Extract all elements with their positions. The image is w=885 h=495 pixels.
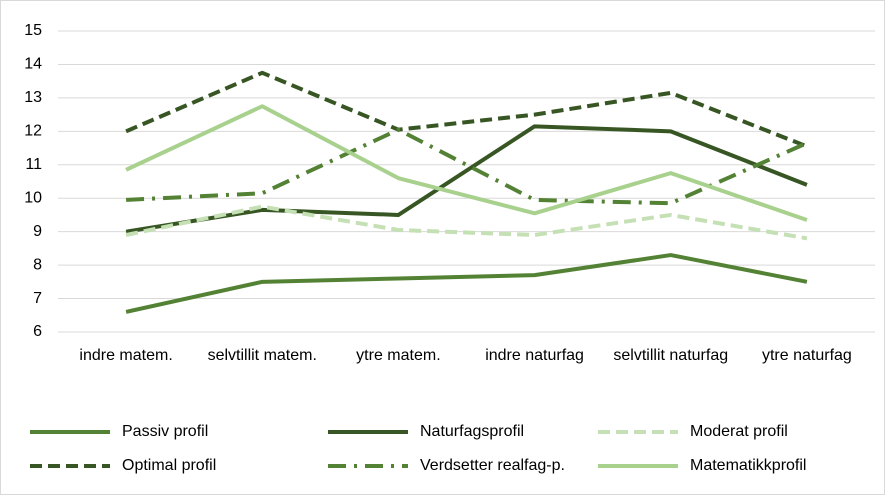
y-tick-label: 12 — [24, 123, 42, 140]
x-tick-label: indre matem. — [79, 347, 173, 364]
x-tick-label: ytre naturfag — [761, 347, 852, 364]
y-tick-label: 7 — [33, 290, 42, 307]
y-tick-label: 9 — [33, 223, 42, 240]
x-tick-label: indre naturfag — [485, 347, 584, 364]
y-tick-label: 11 — [25, 156, 42, 173]
y-tick-label: 14 — [24, 56, 42, 73]
series-line — [125, 253, 808, 314]
series-line — [125, 124, 808, 234]
y-tick-label: 15 — [24, 22, 42, 39]
y-tick-label: 6 — [33, 323, 42, 340]
series-line — [125, 104, 808, 222]
x-tick-label: selvtillit naturfag — [613, 347, 729, 364]
legend-label: Naturfagsprofil — [420, 423, 524, 440]
y-tick-label: 13 — [24, 89, 42, 106]
y-tick-label: 10 — [24, 189, 42, 206]
legend-label: Verdsetter realfag-p. — [420, 457, 565, 474]
series-line — [125, 70, 808, 149]
legend-label: Optimal profil — [122, 457, 216, 474]
legend-label: Moderat profil — [690, 423, 788, 440]
y-tick-label: 8 — [33, 256, 42, 273]
series-line — [125, 204, 808, 241]
x-tick-label: ytre matem. — [356, 347, 441, 364]
series-line — [125, 127, 808, 206]
legend-label: Passiv profil — [122, 423, 208, 440]
x-tick-label: selvtillit matem. — [207, 347, 317, 364]
legend-label: Matematikkprofil — [690, 457, 806, 474]
